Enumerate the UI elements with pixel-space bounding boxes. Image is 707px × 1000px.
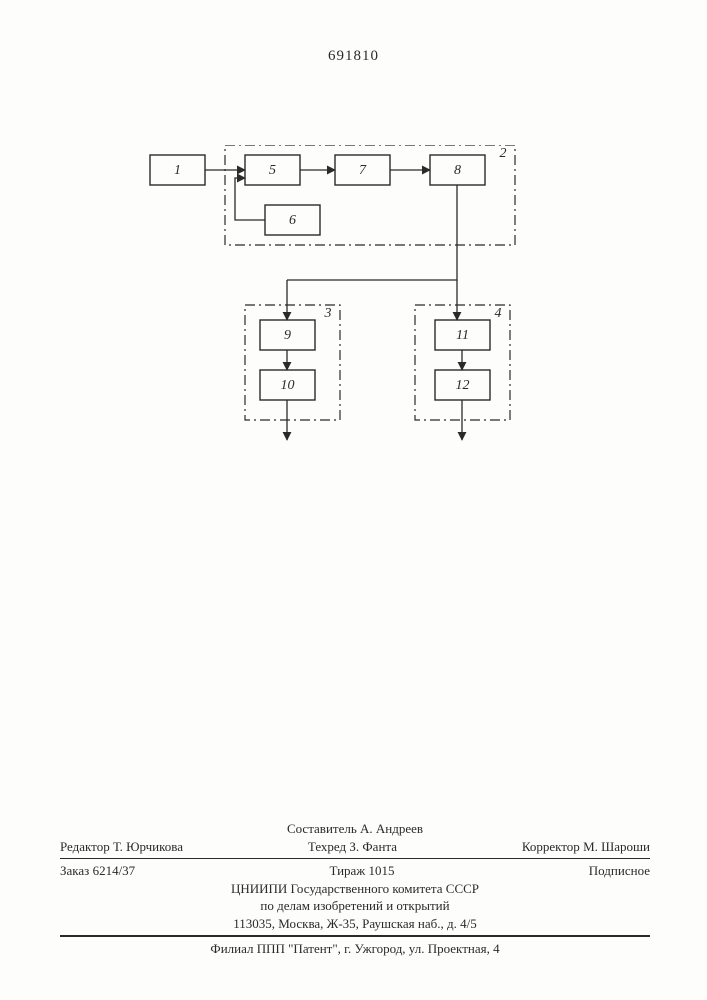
- tirazh-value: 1015: [369, 863, 395, 878]
- techred-prefix: Техред: [308, 839, 346, 854]
- block-diagram: 2 3 4 1 5 7 8 6 9 10 11 12: [140, 145, 540, 455]
- group-label-2: 2: [500, 146, 507, 161]
- block-label-7: 7: [359, 163, 367, 178]
- block-label-10: 10: [281, 378, 295, 393]
- block-label-1: 1: [174, 163, 181, 178]
- org-address: 113035, Москва, Ж-35, Раушская наб., д. …: [60, 915, 650, 933]
- compiler-prefix: Составитель: [287, 821, 357, 836]
- compiler-name: А. Андреев: [360, 821, 423, 836]
- branch-line: Филиал ППП "Патент", г. Ужгород, ул. Про…: [60, 940, 650, 958]
- corrector-prefix: Корректор: [522, 839, 580, 854]
- document-number: 691810: [0, 48, 707, 65]
- block-label-8: 8: [454, 163, 461, 178]
- order-number: 6214/37: [93, 863, 136, 878]
- org-line-2: по делам изобретений и открытий: [60, 897, 650, 915]
- block-label-5: 5: [269, 163, 276, 178]
- block-label-11: 11: [456, 328, 469, 343]
- order-prefix: Заказ: [60, 863, 89, 878]
- colophon: Составитель А. Андреев Редактор Т. Юрчик…: [60, 820, 650, 958]
- group-label-4: 4: [495, 306, 502, 321]
- group-label-3: 3: [324, 306, 332, 321]
- editor-name: Т. Юрчикова: [113, 839, 183, 854]
- tirazh-prefix: Тираж: [329, 863, 365, 878]
- corrector-name: М. Шароши: [583, 839, 650, 854]
- block-label-12: 12: [456, 378, 470, 393]
- subscription-label: Подписное: [589, 862, 650, 880]
- editor-prefix: Редактор: [60, 839, 110, 854]
- org-line-1: ЦНИИПИ Государственного комитета СССР: [60, 880, 650, 898]
- block-label-6: 6: [289, 213, 296, 228]
- edge-b8-split: [287, 185, 457, 280]
- group-box-3: [245, 305, 340, 420]
- block-label-9: 9: [284, 328, 291, 343]
- techred-name: З. Фанта: [349, 839, 397, 854]
- group-box-2: [225, 145, 515, 245]
